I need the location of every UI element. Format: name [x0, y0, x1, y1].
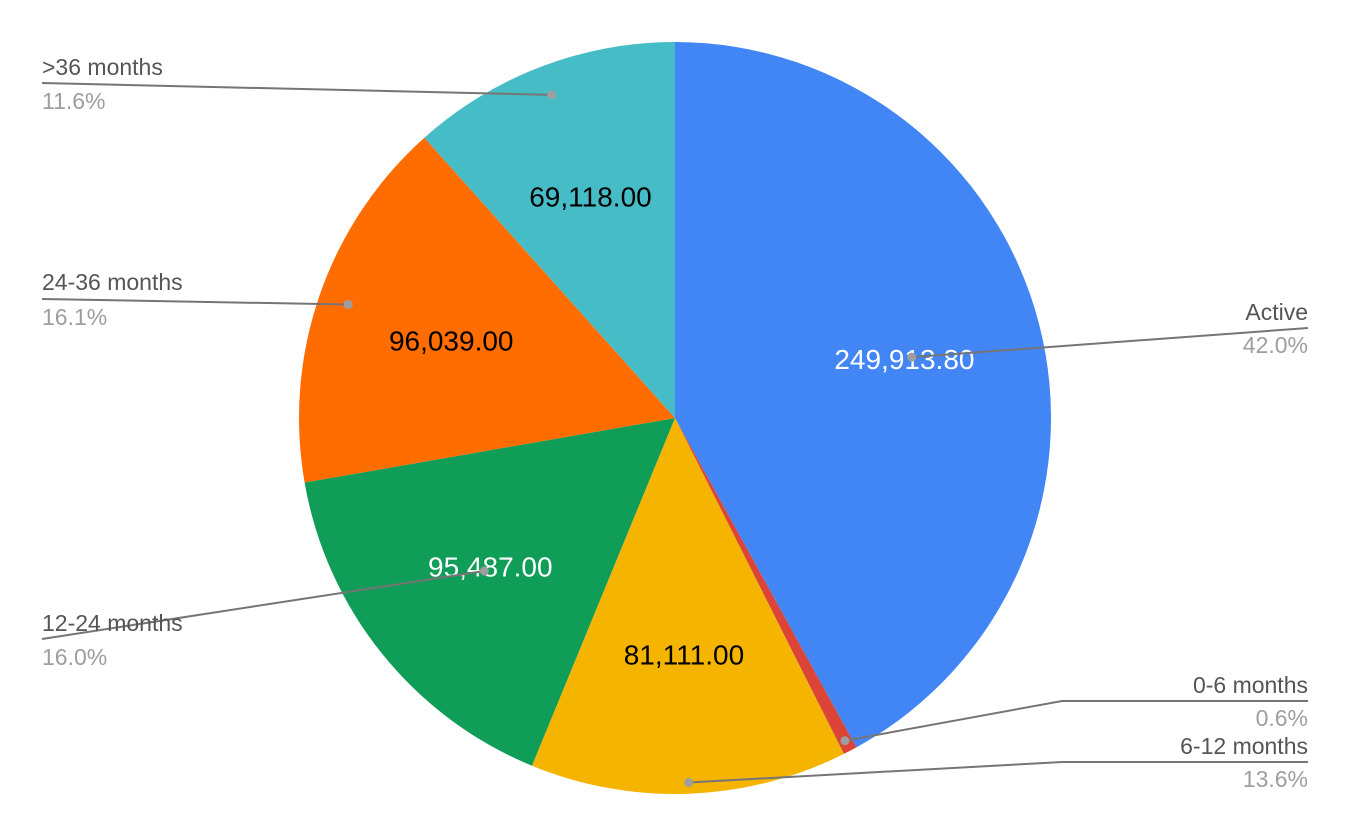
slice-value-labels: 249,913.8081,111.0095,487.0096,039.0069,… — [389, 182, 975, 671]
callout-name-24-36-months: 24-36 months — [42, 269, 183, 295]
pie-slices — [299, 42, 1051, 794]
callout-percent-6-12-months: 13.6% — [1243, 766, 1308, 792]
callout-line-0-6-months — [844, 700, 1308, 742]
callout-name-active: Active — [1245, 299, 1308, 325]
pie-slice-6-12-months — [531, 418, 844, 794]
callout-name-0-6-months: 0-6 months — [1193, 672, 1308, 698]
pie-slice-active — [675, 42, 1051, 748]
callout-percent-24-36-months: 16.1% — [42, 304, 107, 330]
callout-line-12-24-months — [41, 570, 485, 640]
callout-dot-over-36-months — [547, 90, 557, 100]
pie-slice-over-36-months — [424, 42, 675, 418]
slice-value-label-24-36-months: 96,039.00 — [389, 325, 514, 356]
legend-callouts: Active 42.0% 0-6 months 0.6%6-12 months 13.6… — [41, 54, 1309, 792]
slice-value-label-active: 249,913.80 — [834, 344, 974, 375]
slice-value-label-over-36-months: 69,118.00 — [529, 182, 652, 213]
callout-line-24-36-months — [41, 298, 349, 306]
pie-slice-24-36-months — [299, 137, 675, 483]
callout-line-active — [911, 327, 1309, 359]
callout-dot-6-12-months — [684, 777, 694, 787]
callout-dot-12-24-months — [479, 566, 489, 576]
callout-percent-12-24-months: 16.0% — [42, 644, 107, 670]
callout-line-over-36-months — [41, 82, 552, 96]
callout-name-over-36-months: >36 months — [42, 54, 163, 80]
callout-percent-active: 42.0% — [1243, 332, 1308, 358]
callout-line-6-12-months — [688, 761, 1308, 784]
callout-dot-24-36-months — [343, 299, 353, 309]
pie-slice-12-24-months — [304, 418, 675, 766]
pie-slice-0-6-months — [675, 418, 857, 754]
callout-percent-0-6-months: 0.6% — [1256, 705, 1308, 731]
callout-percent-over-36-months: 11.6% — [42, 88, 106, 114]
callout-dot-0-6-months — [840, 736, 850, 746]
callout-name-6-12-months: 6-12 months — [1180, 733, 1308, 759]
callout-dot-active — [907, 352, 917, 362]
callout-name-12-24-months: 12-24 months — [42, 610, 183, 636]
slice-value-label-6-12-months: 81,111.00 — [624, 640, 744, 671]
